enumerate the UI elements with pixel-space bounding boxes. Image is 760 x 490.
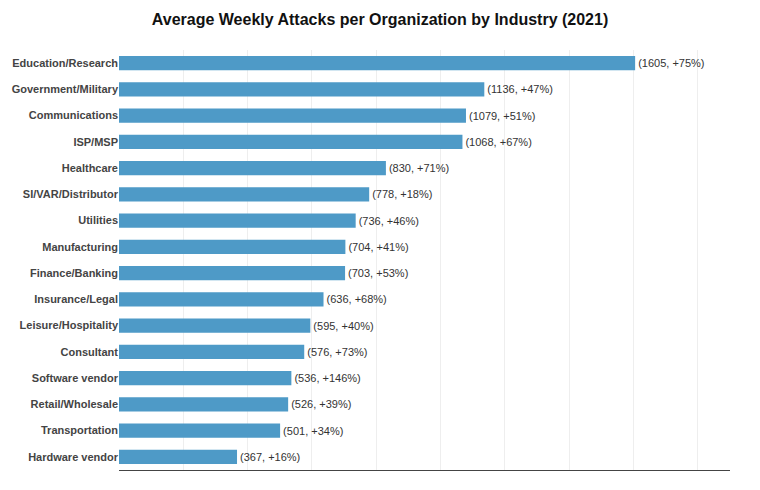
svg-text:Education/Research: Education/Research: [12, 57, 118, 69]
svg-text:Manufacturing: Manufacturing: [42, 241, 118, 253]
svg-text:(1068, +67%): (1068, +67%): [465, 136, 531, 148]
svg-text:(501, +34%): (501, +34%): [283, 425, 343, 437]
svg-text:(576, +73%): (576, +73%): [307, 346, 367, 358]
svg-text:ISP/MSP: ISP/MSP: [73, 136, 118, 148]
svg-text:(526, +39%): (526, +39%): [291, 398, 351, 410]
svg-text:Finance/Banking: Finance/Banking: [30, 267, 118, 279]
svg-text:Retail/Wholesale: Retail/Wholesale: [31, 398, 118, 410]
svg-text:Leisure/Hospitality: Leisure/Hospitality: [20, 319, 119, 331]
svg-text:(1136, +47%): (1136, +47%): [487, 83, 553, 95]
svg-text:(595, +40%): (595, +40%): [313, 320, 373, 332]
svg-text:Healthcare: Healthcare: [62, 162, 118, 174]
svg-text:Software vendor: Software vendor: [32, 372, 119, 384]
svg-text:(636, +68%): (636, +68%): [327, 293, 387, 305]
svg-text:(536, +146%): (536, +146%): [294, 372, 360, 384]
svg-text:Transportation: Transportation: [41, 424, 118, 436]
svg-text:Communications: Communications: [29, 109, 118, 121]
svg-text:SI/VAR/Distributor: SI/VAR/Distributor: [23, 188, 119, 200]
svg-text:Consultant: Consultant: [61, 346, 119, 358]
svg-text:(778, +18%): (778, +18%): [372, 188, 432, 200]
svg-text:Utilities: Utilities: [78, 214, 118, 226]
svg-text:(367, +16%): (367, +16%): [240, 451, 300, 463]
svg-text:(736, +46%): (736, +46%): [359, 215, 419, 227]
svg-text:Government/Military: Government/Military: [12, 83, 119, 95]
svg-text:(703, +53%): (703, +53%): [348, 267, 408, 279]
svg-text:Hardware vendor: Hardware vendor: [28, 451, 119, 463]
svg-text:(830, +71%): (830, +71%): [389, 162, 449, 174]
svg-text:Insurance/Legal: Insurance/Legal: [34, 293, 118, 305]
svg-text:(1079, +51%): (1079, +51%): [469, 110, 535, 122]
svg-text:(704, +41%): (704, +41%): [348, 241, 408, 253]
svg-text:Average Weekly Attacks per Org: Average Weekly Attacks per Organization …: [152, 11, 608, 28]
svg-text:(1605, +75%): (1605, +75%): [638, 57, 704, 69]
